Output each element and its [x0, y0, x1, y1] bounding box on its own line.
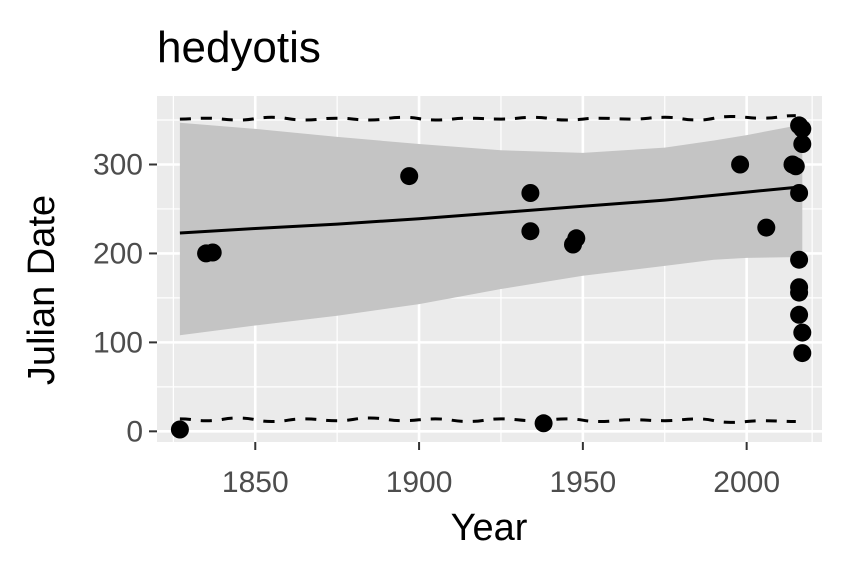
- data-point: [793, 135, 812, 153]
- data-point: [786, 157, 805, 176]
- x-tick-label: 1950: [549, 466, 616, 499]
- points-layer: [170, 116, 812, 439]
- y-tick-label: 300: [93, 148, 143, 181]
- data-point: [790, 250, 809, 269]
- data-point: [790, 184, 809, 202]
- x-tick-label: 2000: [713, 466, 780, 499]
- data-point: [790, 305, 809, 324]
- x-axis-title: Year: [451, 507, 528, 549]
- confidence-ribbon: [179, 122, 803, 336]
- y-tick-label: 200: [93, 237, 143, 270]
- data-point: [400, 167, 419, 186]
- data-point: [793, 344, 812, 363]
- data-point: [521, 184, 540, 202]
- data-point: [793, 119, 812, 138]
- trend-line-layer: [179, 185, 803, 235]
- data-point: [567, 229, 586, 248]
- y-tick-label: 0: [126, 415, 143, 448]
- data-point: [731, 155, 750, 174]
- y-axis-ticks: 0 100 200 300: [93, 148, 157, 448]
- data-point: [534, 414, 553, 433]
- y-axis-title: Julian Date: [21, 195, 63, 385]
- data-point: [170, 420, 189, 439]
- x-tick-label: 1900: [386, 466, 453, 499]
- data-point: [521, 222, 540, 241]
- confidence-ribbon-layer: [179, 122, 803, 336]
- data-point: [790, 283, 809, 302]
- data-point: [757, 218, 776, 237]
- y-tick-label: 100: [93, 326, 143, 359]
- trend-line: [179, 185, 803, 235]
- x-axis-ticks: 1850 1900 1950 2000: [222, 442, 780, 499]
- data-point: [203, 243, 222, 262]
- chart-title: hedyotis: [157, 23, 321, 72]
- data-point: [793, 323, 812, 342]
- x-tick-label: 1850: [222, 466, 289, 499]
